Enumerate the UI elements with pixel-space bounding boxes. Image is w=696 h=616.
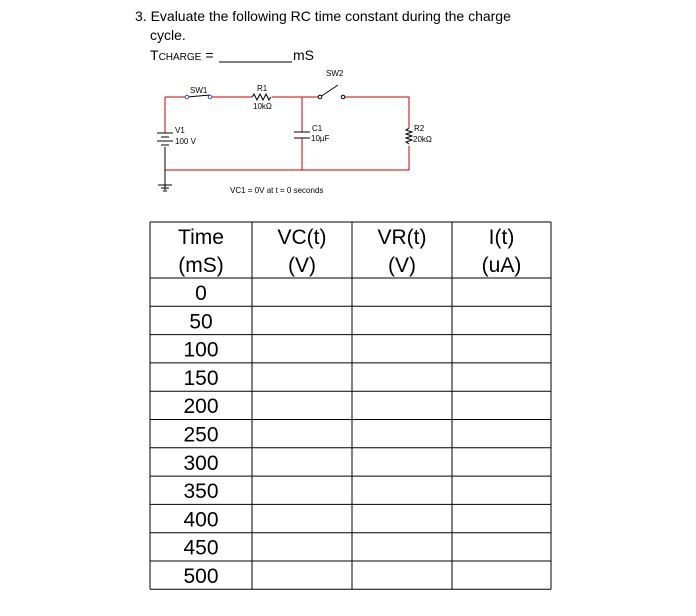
circuit: SW1 R1 10kΩ SW2 V1 100 V C1 10µF R2 20kΩ…: [157, 69, 432, 195]
header-cell: I(t): [489, 226, 515, 249]
question-text: cycle.: [150, 27, 186, 43]
time-cell: 200: [183, 395, 218, 418]
time-cell: 100: [183, 339, 218, 362]
header-cell: VC(t): [278, 226, 327, 249]
header-cell: Time: [178, 226, 224, 249]
time-cell: 350: [183, 480, 218, 503]
time-cell: 450: [183, 537, 218, 560]
resistor: [404, 127, 414, 145]
battery-ground: [157, 132, 173, 192]
header-cell: (V): [388, 254, 416, 277]
switch-node: [207, 94, 213, 100]
label: 10µF: [311, 134, 330, 143]
label: V1: [175, 126, 185, 135]
label: 100 V: [175, 137, 197, 146]
time-cell: 500: [183, 565, 218, 588]
label: SW1: [190, 86, 208, 95]
capacitor: [294, 131, 310, 139]
header-cell: (mS): [178, 254, 224, 277]
label: C1: [312, 124, 323, 133]
switch: [319, 84, 339, 98]
charge-sub: CHARGE: [159, 52, 202, 63]
time-cell: 50: [189, 310, 212, 333]
time-cell: 400: [183, 508, 218, 531]
charge-label: TCHARGE =: [150, 47, 214, 63]
time-cell: 250: [183, 424, 218, 447]
switch-node: [340, 94, 346, 100]
label: 10kΩ: [253, 102, 272, 111]
charge-eq: =: [205, 47, 213, 63]
time-cell: 0: [195, 282, 207, 305]
header-cell: (V): [288, 254, 316, 277]
header-cell: VR(t): [378, 226, 427, 249]
label: SW2: [326, 69, 344, 78]
time-cell: 150: [183, 367, 218, 390]
switch-node: [184, 94, 190, 100]
switch: [186, 94, 211, 98]
resistor: [251, 92, 272, 102]
wires: [164, 96, 410, 171]
switch-node: [317, 94, 323, 100]
label: VC1 = 0V at t = 0 seconds: [230, 186, 323, 195]
time-cell: 300: [183, 452, 218, 475]
charge-t: T: [150, 47, 159, 63]
question-text: 3. Evaluate the following RC time consta…: [135, 8, 511, 24]
label: R1: [257, 84, 268, 93]
unit: mS: [293, 47, 314, 63]
table: Time (mS) VC(t) (V) VR(t) (V) I(t) (uA) 0 50 100 15…: [149, 221, 552, 590]
label: R2: [414, 124, 425, 133]
label: 20kΩ: [413, 135, 432, 144]
header-cell: (uA): [482, 254, 522, 277]
